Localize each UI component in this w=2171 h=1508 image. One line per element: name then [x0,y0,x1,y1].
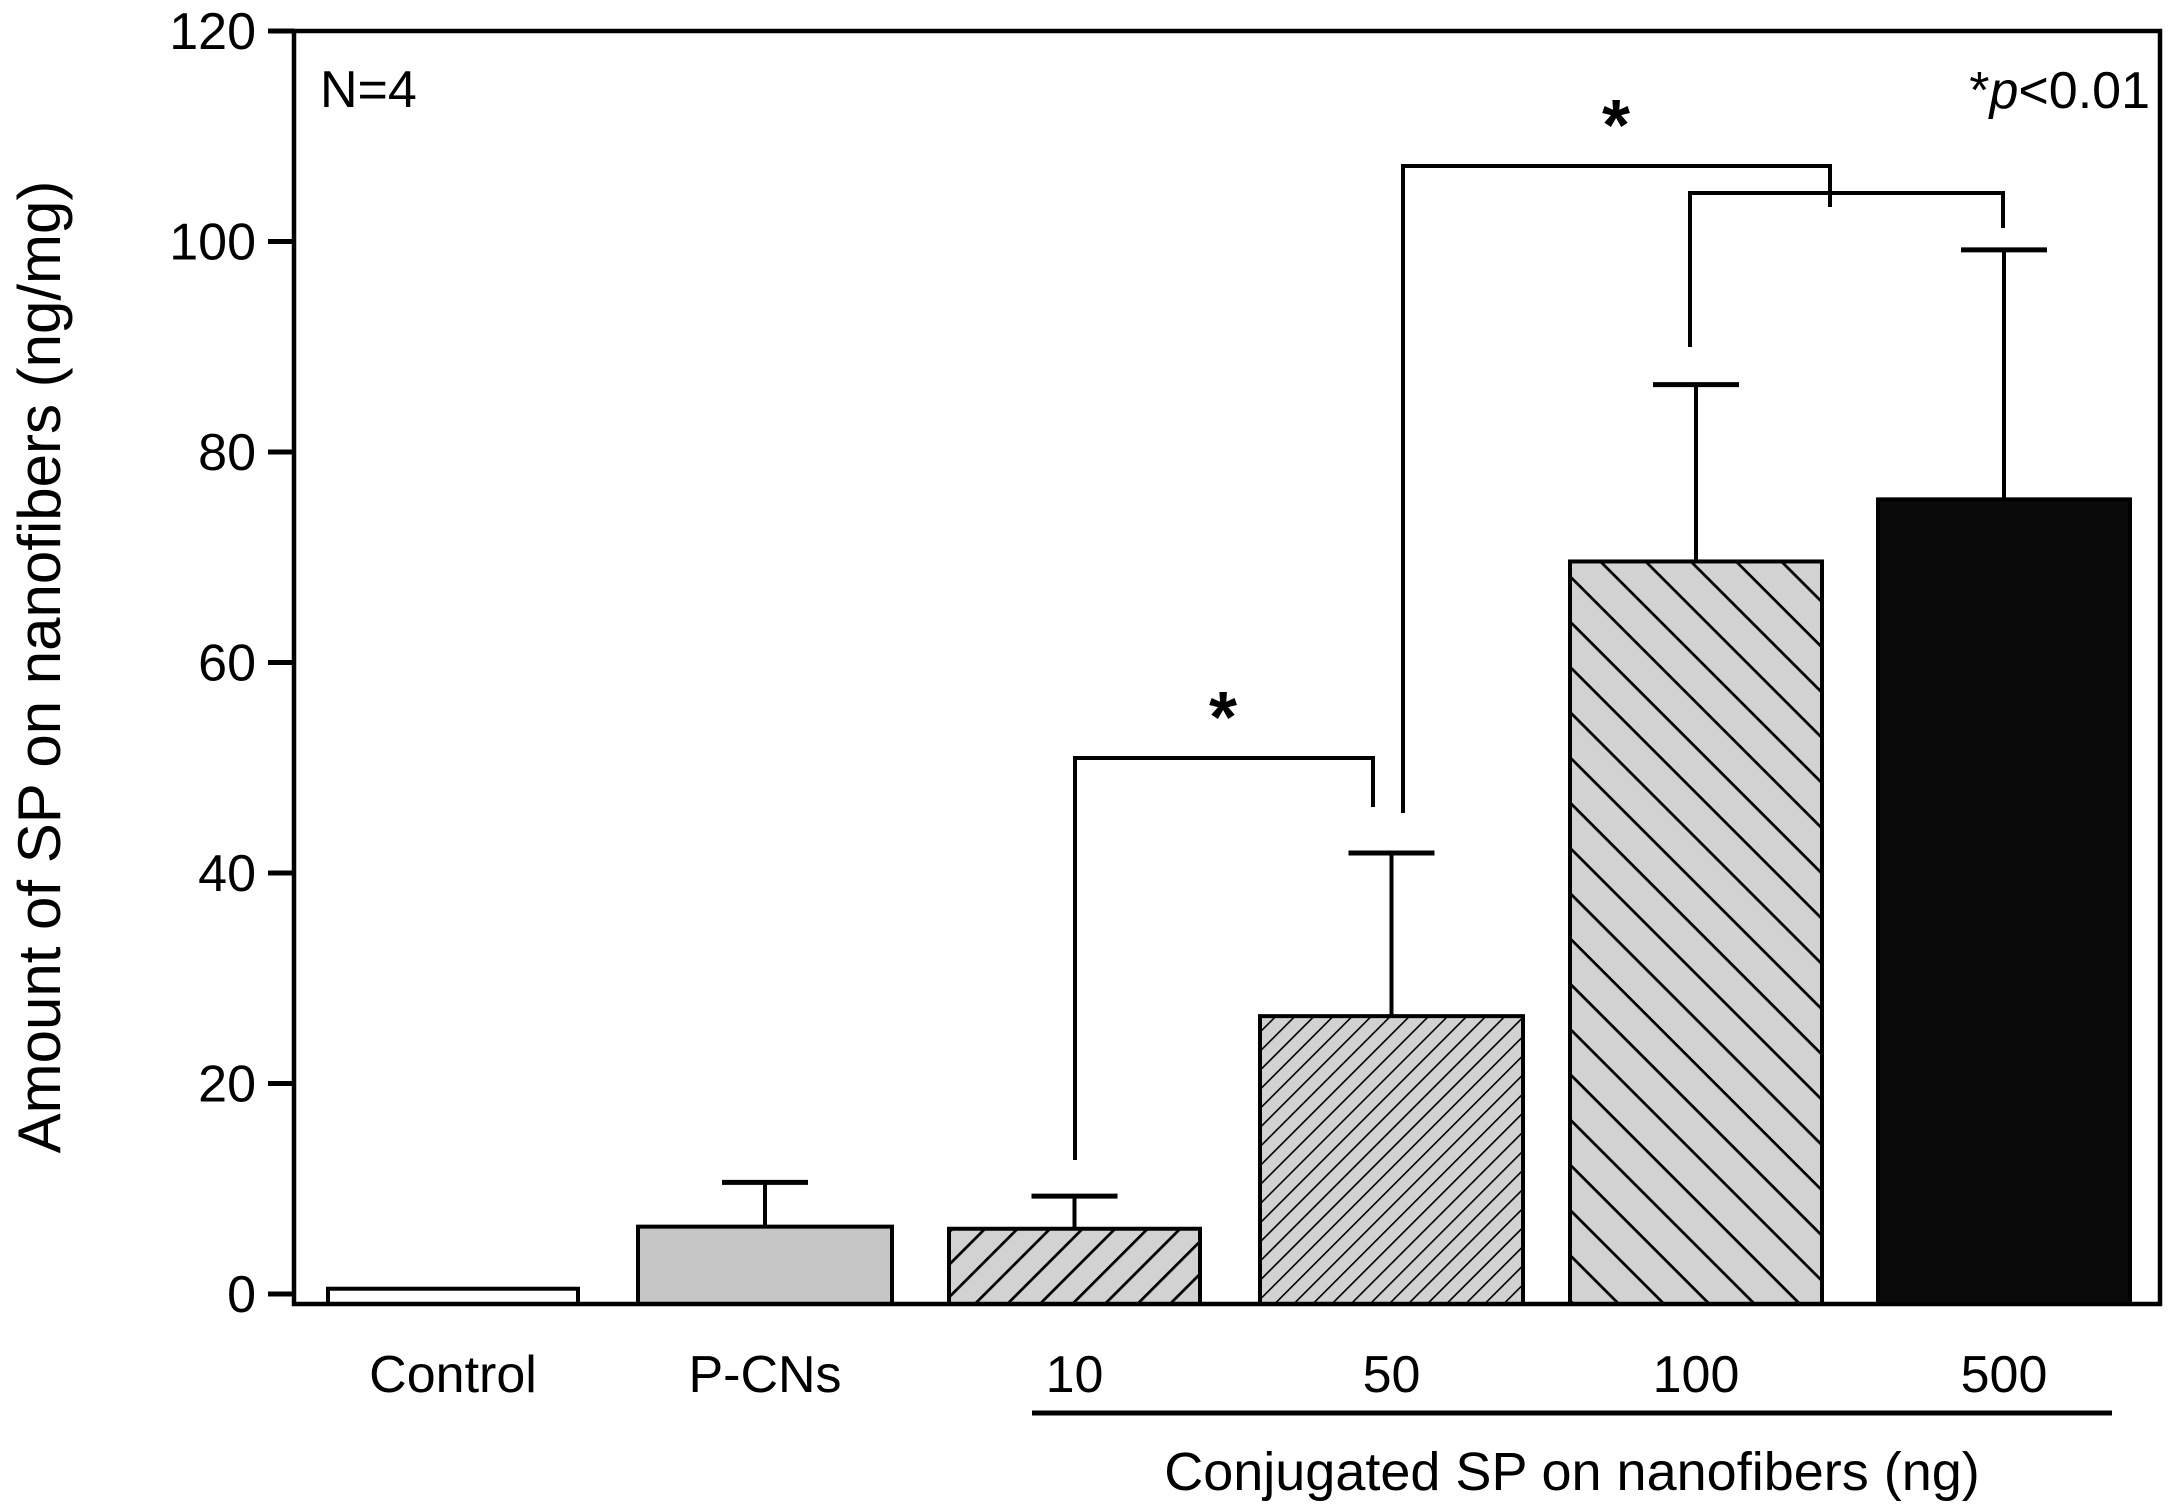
y-tick-label-120: 120 [169,3,256,61]
x-category-label-p-cns: P-CNs [688,1346,841,1404]
sig-bracket-2 [1401,164,1832,813]
p-value-annotation: *p<0.01 [1969,62,2150,120]
significance-brackets-layer: ** [1073,86,2005,1160]
x-category-label-10: 10 [1046,1346,1104,1404]
error-bars-layer [722,247,2047,1229]
plot-border [291,28,2163,1307]
sample-size-annotation: N=4 [320,61,417,119]
bar-control [326,1286,580,1307]
bar-50 [1258,1014,1525,1306]
p-value-star: * [1969,62,1989,120]
y-axis-title: Amount of SP on nanofibers (ng/mg) [6,181,73,1154]
sig-star-2: * [1602,86,1630,166]
x-category-label-500: 500 [1961,1346,2048,1404]
group-axis-title: Conjugated SP on nanofibers (ng) [1164,1442,1980,1502]
y-tick-label-100: 100 [169,214,256,272]
sig-bracket-1 [1073,756,1375,1160]
axis-layer: Control P-CNs 10 50 100 500 0 20 40 60 80 100 120 [169,3,2163,1404]
y-tick-label-60: 60 [198,635,256,693]
y-tick-label-80: 80 [198,424,256,482]
y-tick-label-40: 40 [198,845,256,903]
bars-layer [326,497,2132,1307]
p-value-threshold: <0.01 [2018,62,2150,120]
bar-10 [947,1226,1202,1306]
y-tick-label-0: 0 [227,1266,256,1324]
bar-500 [1876,497,2132,1306]
bar-100 [1568,559,1824,1306]
x-category-label-control: Control [369,1346,537,1404]
x-category-label-100: 100 [1653,1346,1740,1404]
x-category-label-50: 50 [1363,1346,1421,1404]
p-value-symbol: p [1988,62,2019,120]
y-tick-label-20: 20 [198,1056,256,1114]
bar-p-cns [636,1224,894,1307]
sig-star-1: * [1209,678,1237,758]
sig-bracket-3 [1688,191,2005,347]
